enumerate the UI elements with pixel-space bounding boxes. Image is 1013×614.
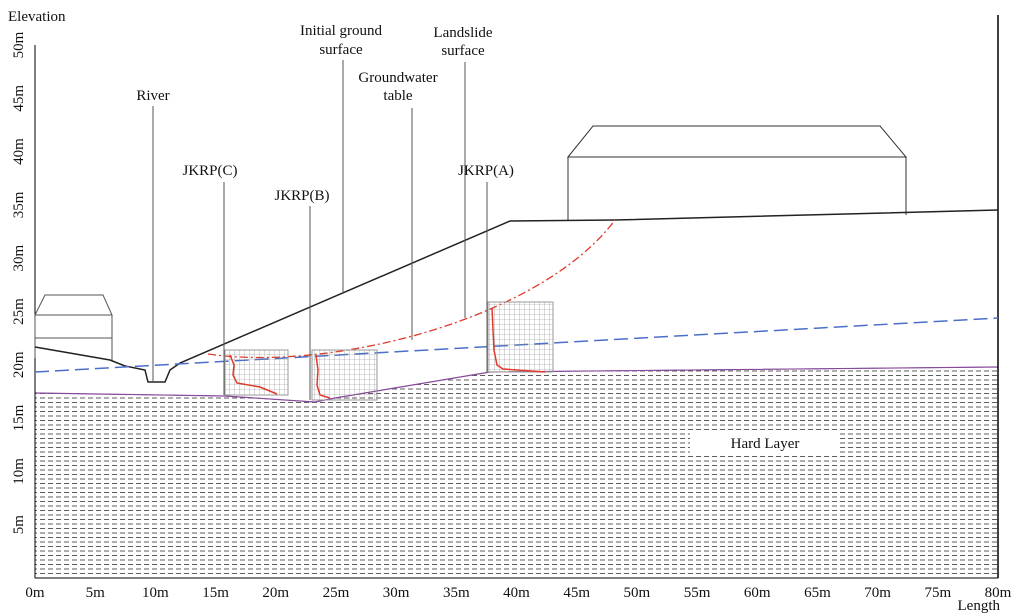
y-tick-label: 50m bbox=[11, 31, 27, 58]
initial-ground-label: Initial ground surface bbox=[300, 23, 383, 58]
river-label: River bbox=[136, 88, 169, 104]
y-tick-label: 45m bbox=[11, 85, 27, 112]
y-tick-label: 5m bbox=[11, 515, 27, 535]
x-tick-label: 65m bbox=[804, 585, 831, 601]
x-tick-label: 25m bbox=[323, 585, 350, 601]
x-tick-label: 20m bbox=[262, 585, 289, 601]
y-tick-label: 15m bbox=[11, 404, 27, 431]
hard-layer bbox=[34, 366, 999, 579]
jkrp-c-label: JKRP(C) bbox=[182, 163, 237, 179]
x-tick-label: 5m bbox=[86, 585, 106, 601]
x-tick-label: 40m bbox=[503, 585, 530, 601]
jkrp-a-profile bbox=[491, 307, 546, 373]
jkrp-a-grid bbox=[487, 301, 554, 373]
x-tick-label: 0m bbox=[25, 585, 45, 601]
jkrp-c-profile bbox=[229, 354, 278, 395]
jkrp-b-label: JKRP(B) bbox=[274, 188, 329, 204]
hard-layer-label: Hard Layer bbox=[731, 436, 800, 452]
x-tick-label: 30m bbox=[383, 585, 410, 601]
left-house bbox=[34, 294, 113, 360]
x-tick-label: 75m bbox=[924, 585, 951, 601]
x-tick-label: 35m bbox=[443, 585, 470, 601]
groundwater-label: Groundwater table bbox=[358, 70, 437, 104]
y-tick-label: 40m bbox=[11, 138, 27, 165]
x-tick-label: 45m bbox=[563, 585, 590, 601]
x-tick-label: 50m bbox=[624, 585, 651, 601]
y-tick-label: 20m bbox=[11, 351, 27, 378]
right-building bbox=[566, 125, 908, 220]
landslide-surface-label: Landslide surface bbox=[433, 25, 492, 59]
x-axis-title: Length bbox=[958, 598, 1001, 614]
x-tick-label: 10m bbox=[142, 585, 169, 601]
jkrp-a-label: JKRP(A) bbox=[458, 163, 514, 179]
jkrp-b-profile bbox=[315, 354, 331, 399]
leader-lines bbox=[152, 60, 488, 400]
y-tick-label: 10m bbox=[11, 458, 27, 485]
jkrp-b-grid bbox=[311, 349, 378, 401]
y-tick-label: 25m bbox=[11, 298, 27, 325]
x-tick-label: 55m bbox=[684, 585, 711, 601]
x-tick-label: 70m bbox=[864, 585, 891, 601]
x-tick-label: 80m bbox=[985, 585, 1012, 601]
ground-surface bbox=[34, 209, 999, 383]
y-tick-label: 35m bbox=[11, 191, 27, 218]
jkrp-c-grid bbox=[224, 349, 289, 396]
y-tick-label: 30m bbox=[11, 245, 27, 272]
hard-layer-label-box bbox=[690, 430, 840, 456]
x-tick-label: 15m bbox=[202, 585, 229, 601]
y-axis-title: Elevation bbox=[8, 9, 66, 25]
x-tick-label: 60m bbox=[744, 585, 771, 601]
